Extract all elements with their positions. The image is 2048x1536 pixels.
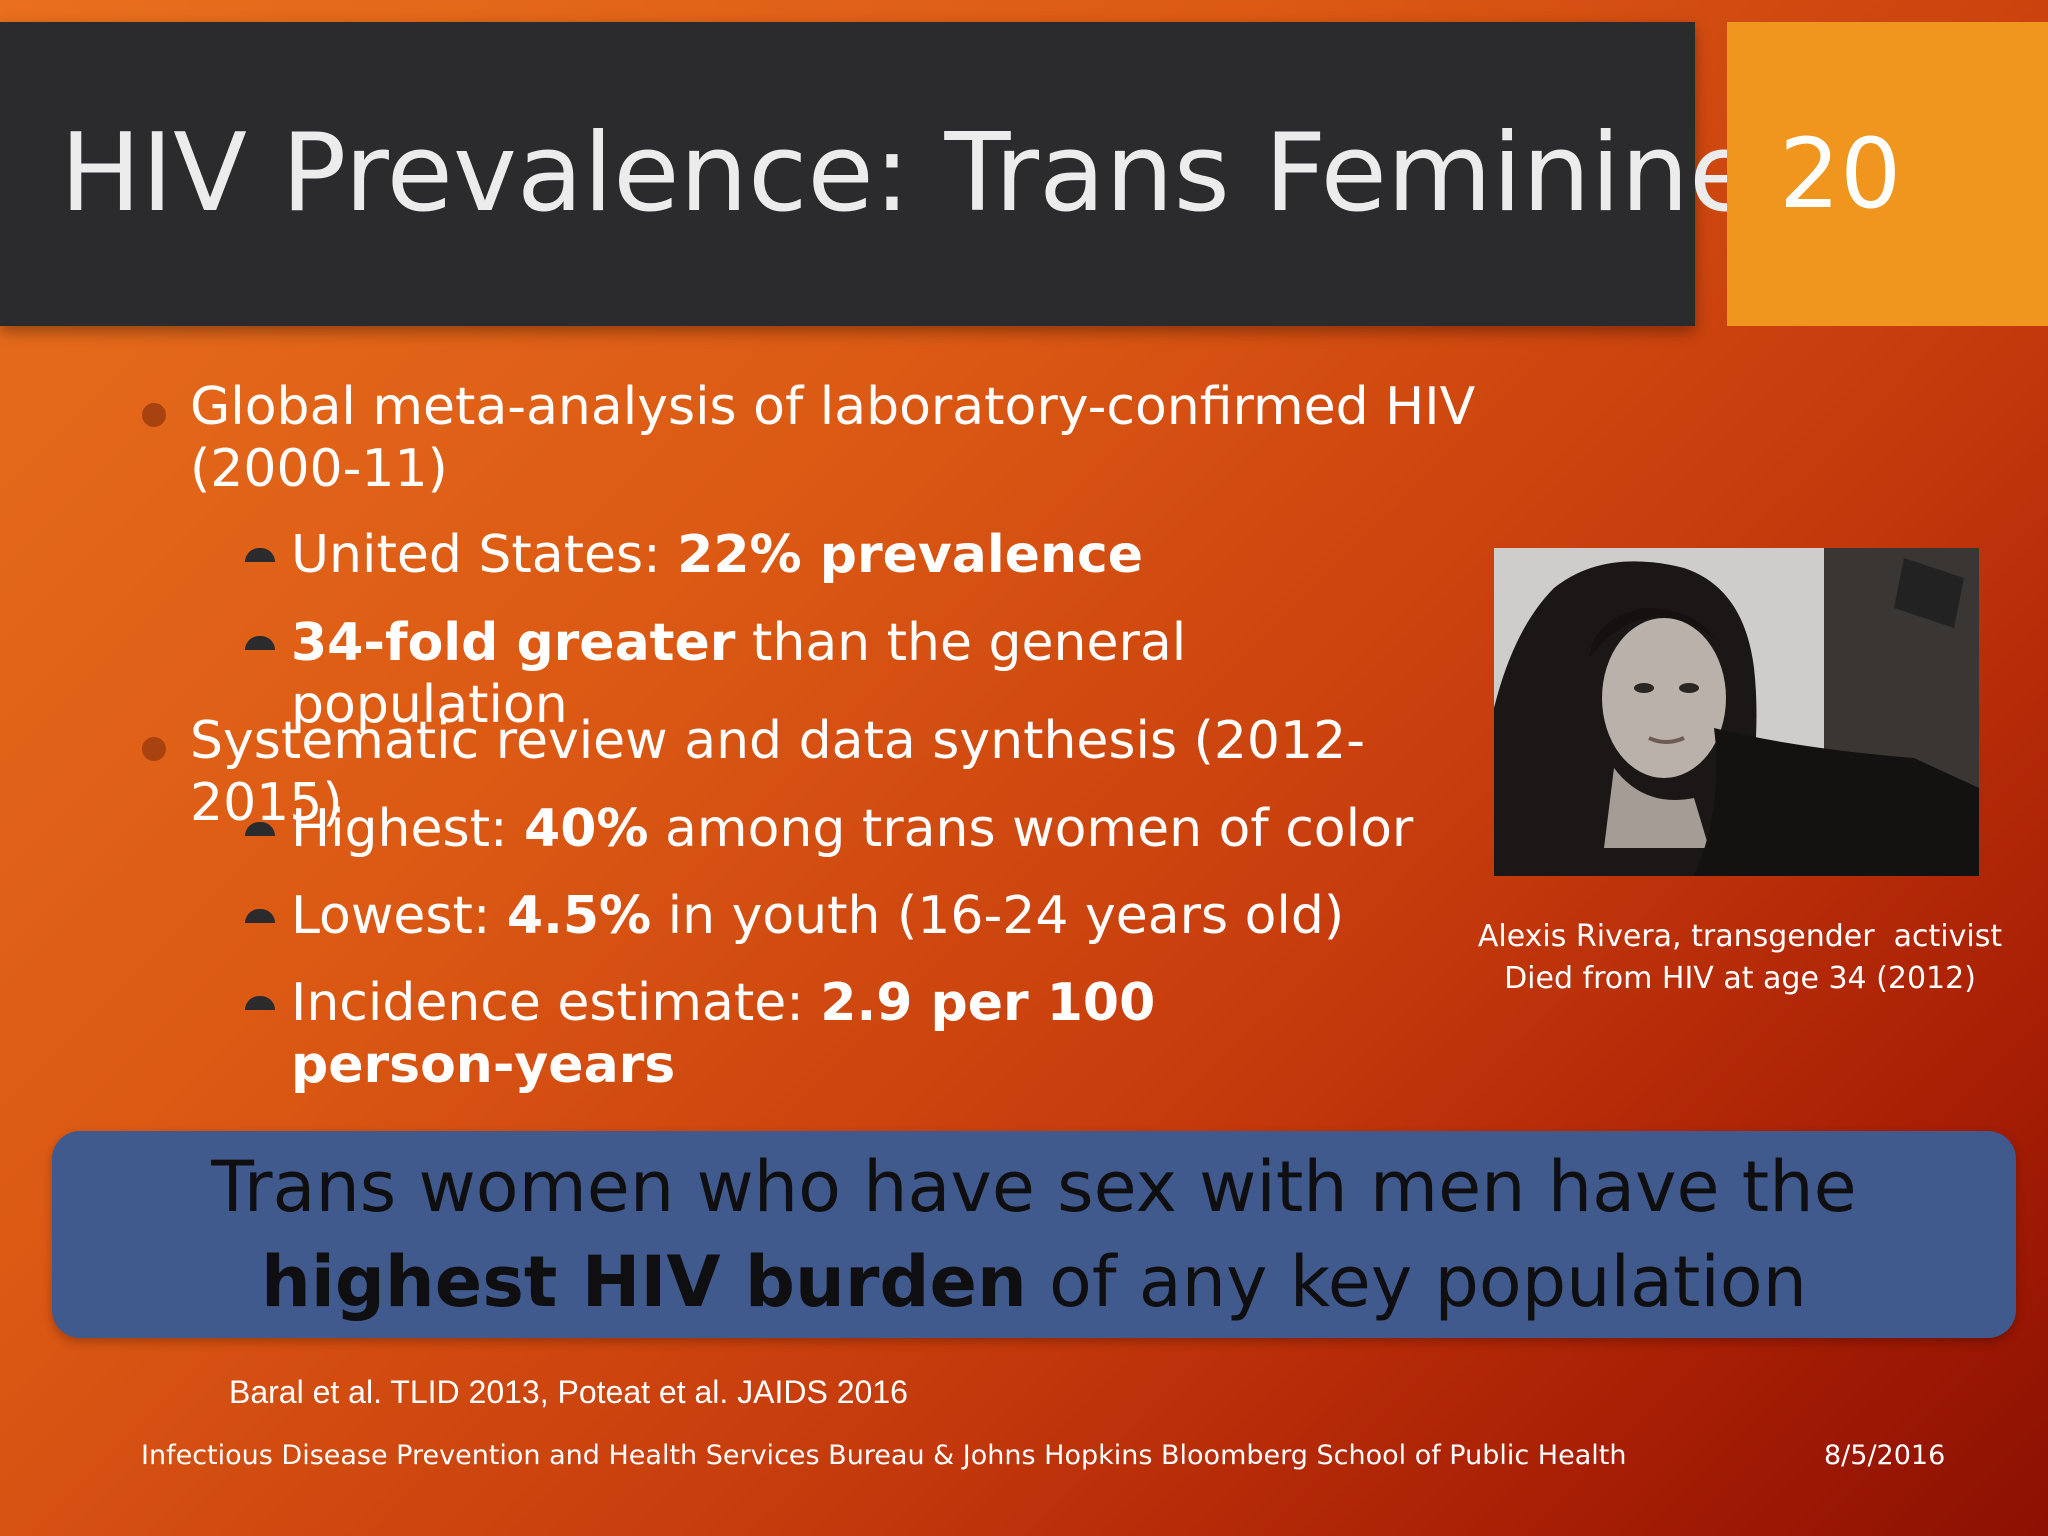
key-message-callout: Trans women who have sex with men have t… (52, 1131, 2016, 1338)
sub-bullet-dash (245, 822, 275, 836)
bullet-dot (142, 737, 166, 761)
slide-number: 20 (1779, 118, 1902, 230)
callout-line-1: Trans women who have sex with men have t… (211, 1146, 1857, 1228)
caption-line-1: Alexis Rivera, transgender activist (1477, 919, 2003, 954)
callout-text: of any key population (1026, 1241, 1807, 1323)
callout-line-2: highest HIV burden of any key population (52, 1235, 2016, 1330)
footer-organization: Infectious Disease Prevention and Health… (141, 1440, 1627, 1471)
sub-bullet-text: Incidence estimate: (291, 973, 821, 1033)
sub-bullet-dash (245, 909, 275, 923)
sub-bullet-text: United States: (291, 525, 678, 585)
sub-bullet-bold: 2.9 per 100 person-years (291, 973, 1156, 1095)
sub-bullet-1-1: United States: 22% prevalence (291, 524, 1471, 586)
bullet-dot (142, 403, 166, 427)
sub-bullet-text: in youth (16-24 years old) (651, 886, 1345, 946)
bullet-2: Systematic review and data synthesis (20… (190, 711, 1365, 833)
portrait-illustration (1494, 548, 1979, 876)
title-bar: HIV Prevalence: Trans Feminine (0, 22, 1755, 326)
caption-line-2: Died from HIV at age 34 (2012) (1504, 961, 1976, 996)
slide-title: HIV Prevalence: Trans Feminine (60, 111, 1756, 236)
sub-bullet-text: Highest: (291, 799, 525, 859)
sub-bullet-dash (245, 996, 275, 1010)
sub-bullet-dash (245, 548, 275, 562)
sub-bullet-bold: 34-fold greater (291, 613, 736, 673)
footer-date: 8/5/2016 (1824, 1440, 1946, 1471)
sub-bullet-bold: 22% prevalence (677, 525, 1144, 585)
sub-bullet-bold: 4.5% (506, 886, 652, 946)
sub-bullet-2-1: Highest: 40% among trans women of color (291, 798, 1471, 860)
portrait-photo (1494, 548, 1979, 876)
sub-bullet-text: than the general population (291, 613, 1187, 735)
callout-bold: highest HIV burden (261, 1241, 1027, 1323)
slide-number-box: 20 (1727, 22, 2048, 326)
bullet-1: Global meta-analysis of laboratory-confi… (190, 377, 1476, 499)
sub-bullet-bold: 40% (524, 799, 649, 859)
sub-bullet-2-3: Incidence estimate: 2.9 per 100 person-y… (291, 972, 1351, 1096)
sub-bullet-2-2: Lowest: 4.5% in youth (16-24 years old) (291, 885, 1471, 947)
sub-bullet-text: Lowest: (291, 886, 507, 946)
sub-bullet-dash (245, 636, 275, 650)
sub-bullet-1-2: 34-fold greater than the general populat… (291, 612, 1471, 736)
photo-caption: Alexis Rivera, transgender activist Died… (1460, 916, 2020, 1000)
citation: Baral et al. TLID 2013, Poteat et al. JA… (229, 1374, 908, 1410)
sub-bullet-text: among trans women of color (648, 799, 1414, 859)
